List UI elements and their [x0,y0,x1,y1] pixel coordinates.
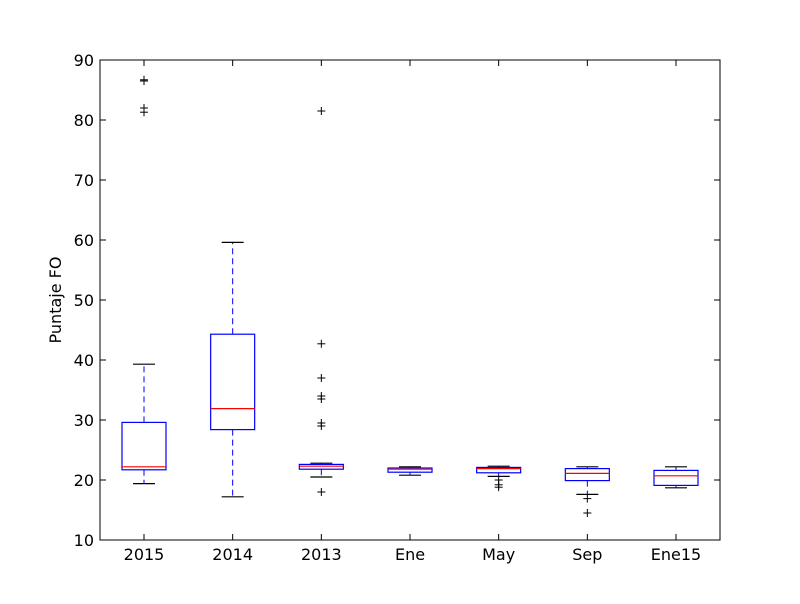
outlier-marker [317,339,326,348]
outlier-marker [317,107,326,115]
x-tick-label: 2013 [301,545,342,564]
y-axis-label: Puntaje FO [46,257,65,344]
box-2014 [210,241,256,498]
y-axis-ticks: 10 20 30 40 50 60 70 80 90 [74,51,720,550]
box-Ene15 [653,466,699,489]
y-tick-label: 50 [74,291,94,310]
outlier-marker [140,75,148,84]
outlier-marker [317,488,326,496]
iqr-box [387,467,433,473]
y-tick-label: 60 [74,231,94,250]
iqr-box [121,421,167,471]
box-2013 [298,107,344,496]
y-tick-label: 40 [74,351,94,370]
x-tick-label: 2014 [212,545,253,564]
y-tick-label: 30 [74,411,94,430]
iqr-box [653,469,699,486]
box-2015 [121,75,167,485]
outlier-marker [494,483,503,492]
x-tick-label: Ene [395,545,425,564]
iqr-box [210,333,256,431]
outlier-marker [583,494,592,503]
y-tick-label: 70 [74,171,94,190]
iqr-box [476,466,522,474]
box-Ene [387,466,433,476]
box-May [476,465,522,492]
x-tick-label: Sep [572,545,602,564]
x-tick-label: 2015 [124,545,165,564]
iqr-box [564,468,610,482]
plot-area [99,59,721,541]
x-tick-label: Ene15 [651,545,701,564]
y-tick-label: 20 [74,471,94,490]
y-tick-label: 80 [74,111,94,130]
outlier-marker [583,509,592,517]
outlier-marker [317,374,326,382]
x-axis-ticks: 2015 2014 2013 Ene May Sep Ene15 [124,60,701,564]
y-tick-label: 90 [74,51,94,70]
x-tick-label: May [482,545,515,564]
outlier-marker [317,395,326,403]
box-series [121,75,699,517]
y-tick-label: 10 [74,531,94,550]
outlier-marker [317,422,326,430]
box-Sep [564,466,610,517]
outlier-marker [140,108,148,117]
